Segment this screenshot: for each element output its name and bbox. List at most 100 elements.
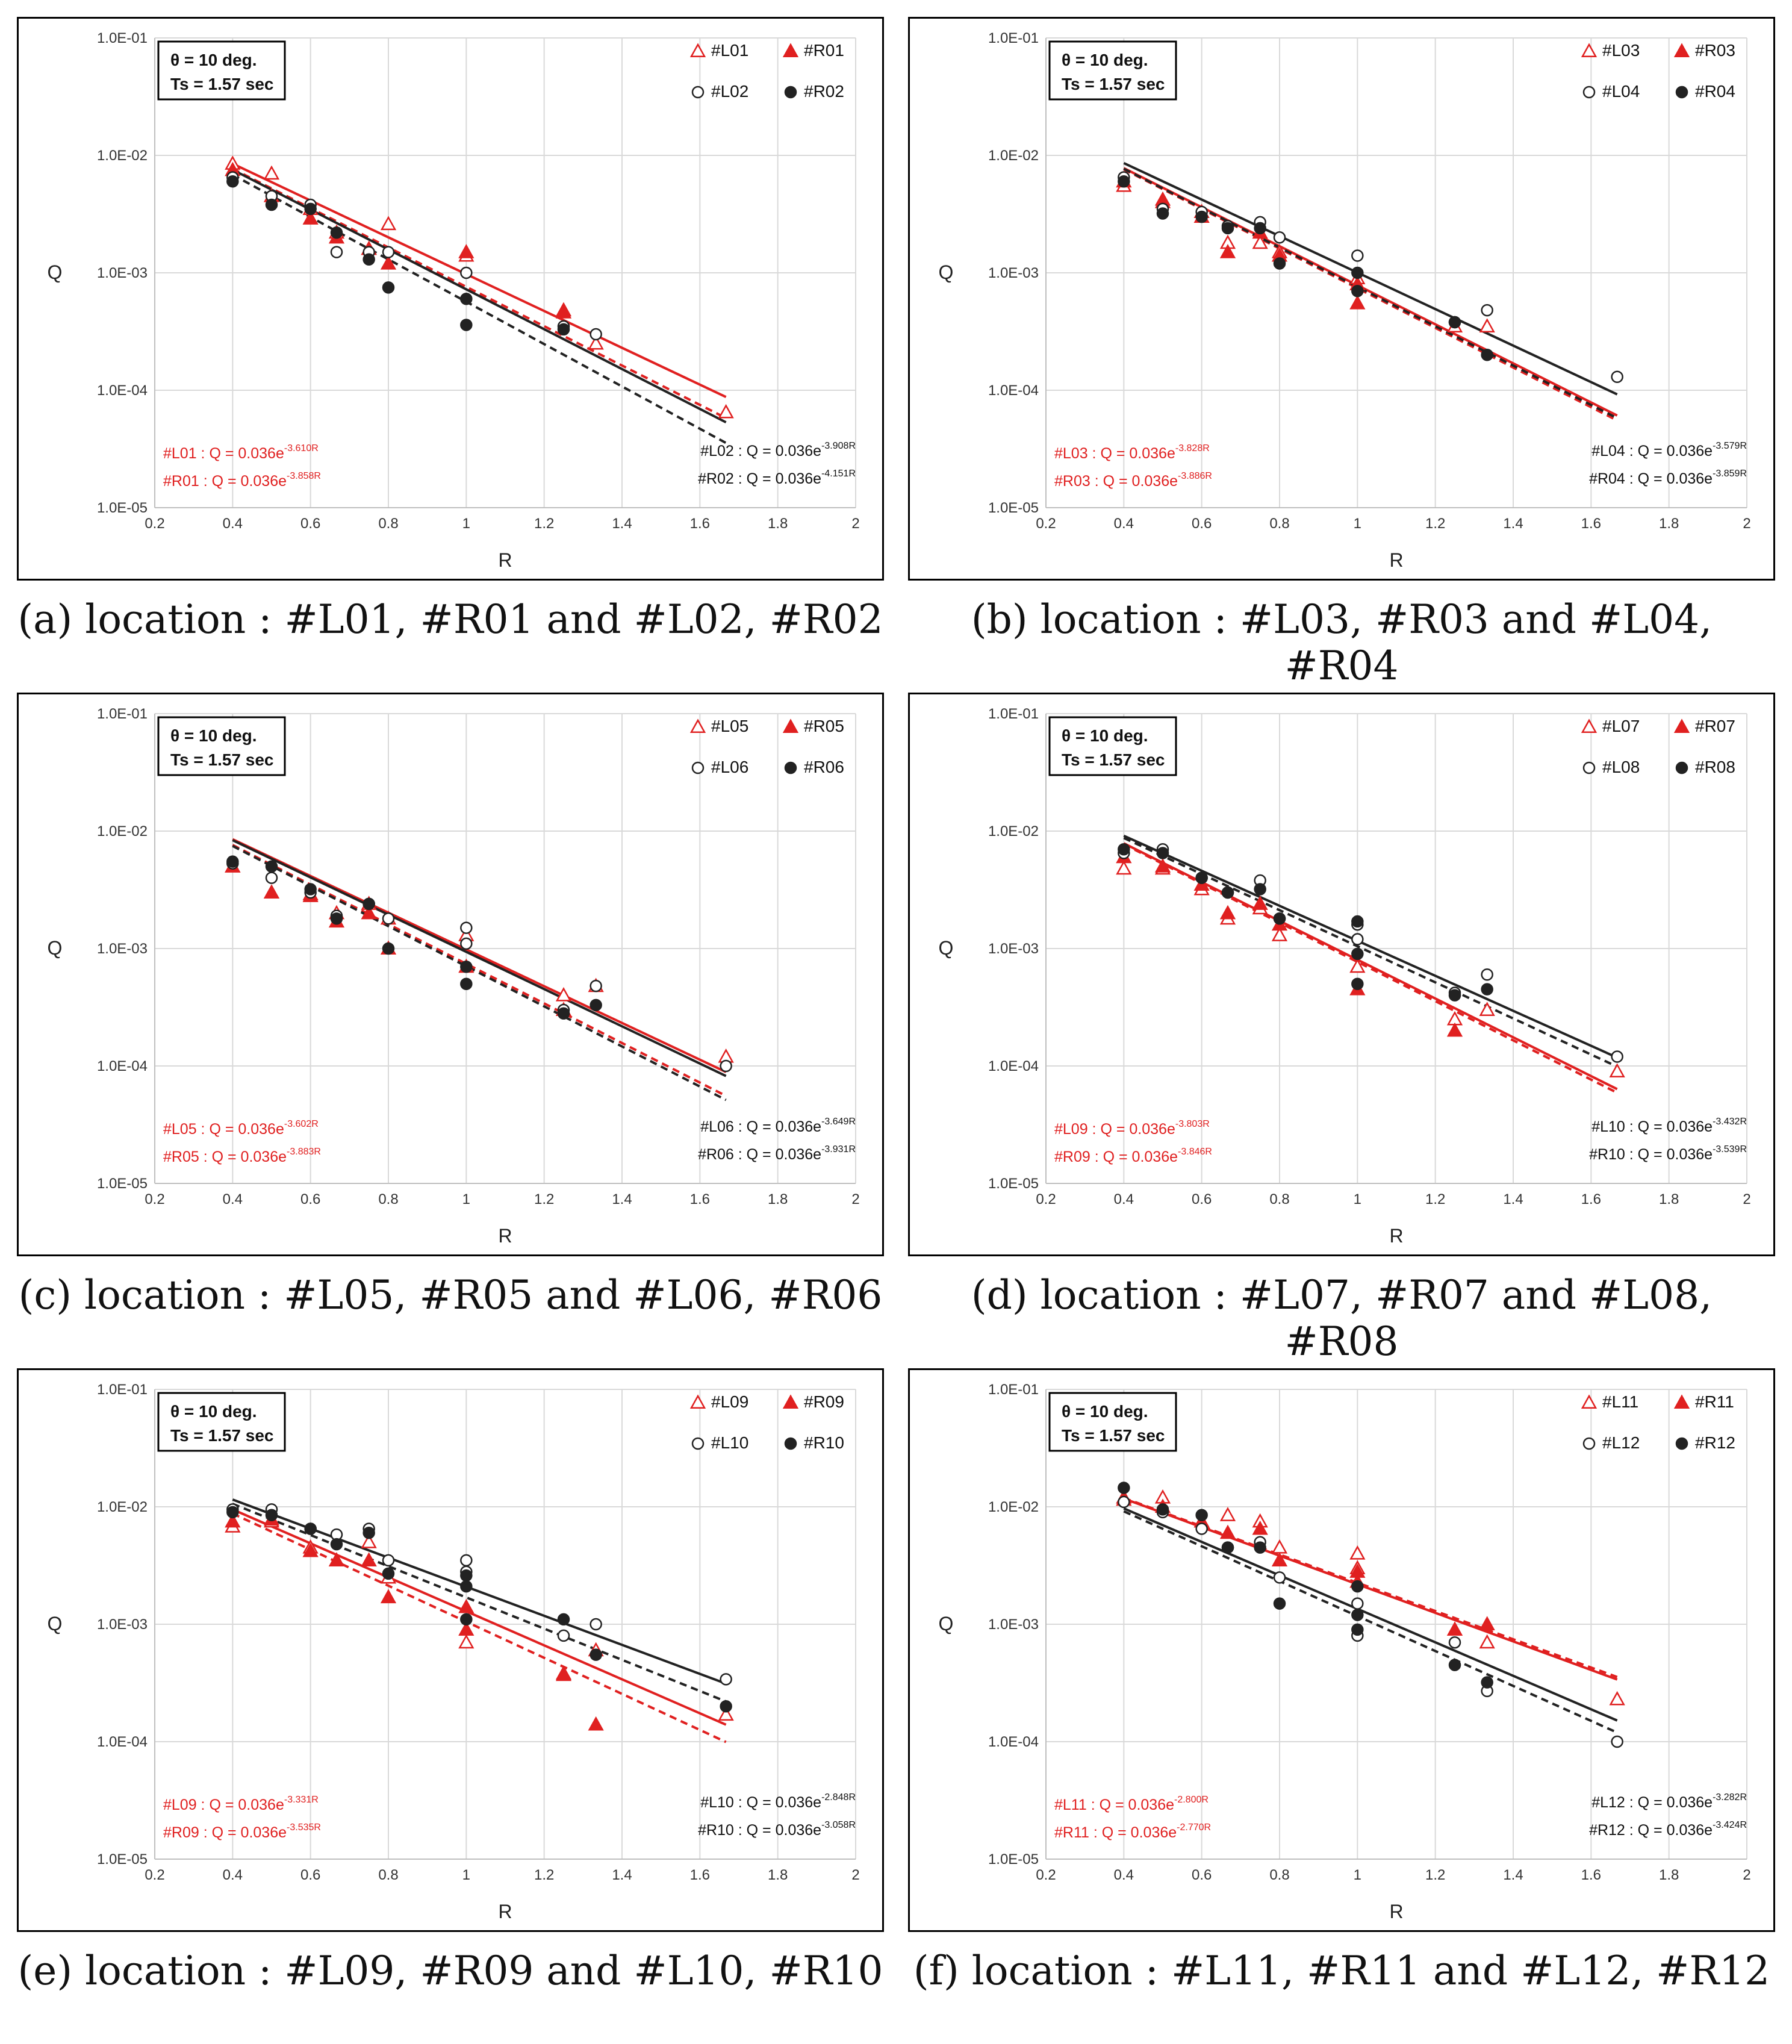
equation-base: #R04 : Q = 0.036e <box>1589 470 1713 487</box>
equation-base: #L06 : Q = 0.036e <box>700 1118 821 1135</box>
x-tick-label: 1.2 <box>1425 1191 1445 1207</box>
y-tick-label: 1.0E-02 <box>988 823 1039 840</box>
x-tick-label: 1.6 <box>1581 1867 1601 1883</box>
data-point-l01 <box>265 167 278 179</box>
data-point-r12 <box>1118 1483 1129 1494</box>
equation-right: #L12 : Q = 0.036e-3.282R <box>1591 1792 1747 1811</box>
y-tick-label: 1.0E-01 <box>97 706 148 722</box>
equation-left: #R05 : Q = 0.036e-3.883R <box>163 1147 321 1165</box>
y-tick-label: 1.0E-01 <box>97 1382 148 1398</box>
data-point-r10 <box>305 1523 316 1534</box>
data-point-l04 <box>1482 305 1493 316</box>
equation-exponent: -3.331R <box>284 1795 319 1805</box>
data-point-r12 <box>1196 1510 1207 1521</box>
legend-marker <box>1675 1396 1688 1408</box>
data-point-l12 <box>1352 1598 1363 1609</box>
legend-marker <box>691 1396 705 1408</box>
x-axis-label: R <box>1389 549 1403 571</box>
chart-svg: 0.2 0.4 0.6 0.8 1 1.2 1.4 1.6 1.8 21.0E-051.0E-04… <box>19 1370 882 1930</box>
x-tick-label: 0.2 <box>1036 516 1056 532</box>
data-point-r06 <box>383 943 394 954</box>
data-point-r05 <box>265 886 278 898</box>
x-tick-label: 1.4 <box>1503 1191 1523 1207</box>
y-tick-label: 1.0E-05 <box>97 1851 148 1868</box>
data-point-l06 <box>591 980 602 991</box>
data-point-r08 <box>1352 979 1363 989</box>
equation-exponent: -3.649R <box>821 1117 856 1127</box>
y-tick-label: 1.0E-05 <box>988 1851 1039 1868</box>
data-point-l10 <box>383 1555 394 1566</box>
panel-a: 0.2 0.4 0.6 0.8 1 1.2 1.4 1.6 1.8 2 1.0E-05 1.0E-04… <box>17 17 884 693</box>
panel-e: 0.2 0.4 0.6 0.8 1 1.2 1.4 1.6 1.8 2 1.0E-05 1.0E-04… <box>17 1368 884 2044</box>
equation-exponent: -3.535R <box>287 1822 321 1833</box>
y-axis-label: Q <box>48 261 63 283</box>
panel-d: 0.2 0.4 0.6 0.8 1 1.2 1.4 1.6 1.8 2 1.0E-05 1.0E-04… <box>908 693 1775 1368</box>
legend-label: #L12 <box>1602 1433 1640 1452</box>
data-point-r06 <box>266 861 277 872</box>
legend-label: #L02 <box>711 82 748 101</box>
panel-caption: (a) location : #L01, #R01 and #L02, #R02 <box>17 596 884 643</box>
x-tick-label: 0.4 <box>223 516 243 532</box>
data-point-r08 <box>1482 984 1493 995</box>
equation-right: #R12 : Q = 0.036e-3.424R <box>1589 1820 1747 1839</box>
chart-svg: 0.2 0.4 0.6 0.8 1 1.2 1.4 1.6 1.8 21.0E-051.0E-04… <box>910 19 1773 579</box>
x-tick-label: 0.4 <box>1114 1191 1134 1207</box>
x-tick-label: 1.8 <box>768 516 788 532</box>
data-point-l08 <box>1612 1052 1623 1062</box>
data-point-r07 <box>1221 906 1234 918</box>
legend-label: #L09 <box>711 1392 748 1411</box>
equation-base: #L10 : Q = 0.036e <box>700 1794 821 1811</box>
legend-label: #R08 <box>1695 758 1735 776</box>
fit-line-l04 <box>1124 163 1617 394</box>
legend-label: #L01 <box>711 41 748 60</box>
data-point-r07 <box>1448 1024 1461 1036</box>
y-tick-label: 1.0E-03 <box>988 1616 1039 1633</box>
y-tick-label: 1.0E-01 <box>988 1382 1039 1398</box>
legend-marker <box>785 87 796 98</box>
legend-marker <box>1675 45 1688 57</box>
fit-line-l09 <box>232 1509 726 1724</box>
equation-exponent: -3.602R <box>284 1119 319 1129</box>
equation-right: #L10 : Q = 0.036e-2.848R <box>700 1792 856 1811</box>
data-point-r12 <box>1352 1624 1363 1635</box>
legend-label: #R05 <box>804 717 844 735</box>
equation-exponent: -3.886R <box>1178 471 1212 481</box>
data-point-r04 <box>1274 258 1285 269</box>
fit-line-r05 <box>232 845 726 1096</box>
x-axis-label: R <box>1389 1225 1403 1247</box>
y-tick-label: 1.0E-05 <box>97 500 148 516</box>
x-tick-label: 1 <box>462 1867 470 1883</box>
legend-label: #R07 <box>1695 717 1735 735</box>
x-tick-label: 1.8 <box>1659 1867 1679 1883</box>
data-point-r08 <box>1196 873 1207 883</box>
panel-caption: (b) location : #L03, #R03 and #L04, #R04 <box>908 596 1775 689</box>
y-axis-label: Q <box>939 261 954 283</box>
data-point-r08 <box>1222 887 1233 898</box>
data-point-l06 <box>266 873 277 883</box>
x-tick-label: 2 <box>1743 516 1750 532</box>
legend-label: #R11 <box>1695 1392 1734 1411</box>
equation-exponent: -2.848R <box>821 1792 856 1803</box>
legend-marker <box>784 720 797 732</box>
data-point-r08 <box>1118 844 1129 855</box>
legend-marker <box>1675 720 1688 732</box>
data-point-r12 <box>1255 1542 1266 1553</box>
equation-base: #L10 : Q = 0.036e <box>1591 1118 1713 1135</box>
y-tick-label: 1.0E-04 <box>97 1058 148 1074</box>
panel-f: 0.2 0.4 0.6 0.8 1 1.2 1.4 1.6 1.8 2 1.0E-05 1.0E-04… <box>908 1368 1775 2044</box>
y-tick-label: 1.0E-03 <box>988 265 1039 281</box>
x-tick-label: 0.8 <box>1269 516 1289 532</box>
x-tick-label: 1.4 <box>1503 1867 1523 1883</box>
legend-marker <box>1584 87 1594 98</box>
y-tick-label: 1.0E-04 <box>97 1734 148 1750</box>
panel-caption: (e) location : #L09, #R09 and #L10, #R10 <box>17 1948 884 1994</box>
x-tick-label: 0.8 <box>378 1867 398 1883</box>
data-point-r08 <box>1449 990 1460 1001</box>
x-tick-label: 0.8 <box>378 1191 398 1207</box>
y-tick-label: 1.0E-03 <box>988 941 1039 957</box>
condition-period: Ts = 1.57 sec <box>170 1426 274 1445</box>
data-point-r06 <box>331 913 342 924</box>
data-point-r10 <box>461 1581 471 1592</box>
data-point-l02 <box>331 247 342 258</box>
equation-exponent: -3.539R <box>1713 1144 1747 1154</box>
